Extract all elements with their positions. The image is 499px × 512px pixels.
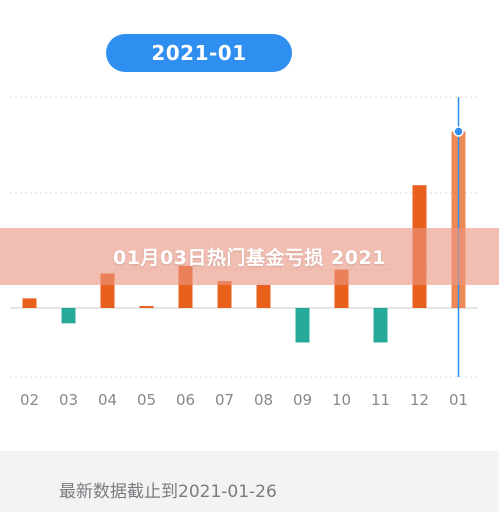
x-tick-label: 04: [98, 391, 117, 409]
data-cutoff-note: 最新数据截止到2021-01-26: [59, 482, 277, 502]
x-tick-label: 06: [176, 391, 195, 409]
x-tick-label: 10: [332, 391, 351, 409]
bar-09: [295, 307, 310, 343]
selection-marker: [453, 126, 464, 137]
data-footer: 最新数据截止到2021-01-26: [0, 451, 499, 512]
title-banner: 01月03日热门基金亏损 2021: [0, 228, 499, 285]
bar-02: [22, 298, 37, 308]
x-tick-label: 09: [293, 391, 312, 409]
x-tick-label: 02: [20, 391, 39, 409]
bar-07: [217, 281, 232, 308]
bar-05: [139, 306, 154, 308]
x-tick-label: 03: [59, 391, 78, 409]
x-tick-label: 01: [449, 391, 468, 409]
x-tick-label: 12: [410, 391, 429, 409]
bar-11: [373, 307, 388, 343]
bar-03: [61, 307, 76, 324]
x-tick-label: 08: [254, 391, 273, 409]
bar-08: [256, 284, 271, 308]
period-selector[interactable]: 2021-01: [106, 34, 292, 72]
period-label: 2021-01: [151, 41, 247, 65]
banner-title: 01月03日热门基金亏损 2021: [113, 247, 386, 269]
x-tick-label: 05: [137, 391, 156, 409]
x-tick-label: 07: [215, 391, 234, 409]
x-tick-label: 11: [371, 391, 390, 409]
